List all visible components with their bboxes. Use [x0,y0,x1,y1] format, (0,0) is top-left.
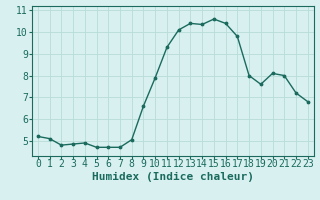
X-axis label: Humidex (Indice chaleur): Humidex (Indice chaleur) [92,172,254,182]
